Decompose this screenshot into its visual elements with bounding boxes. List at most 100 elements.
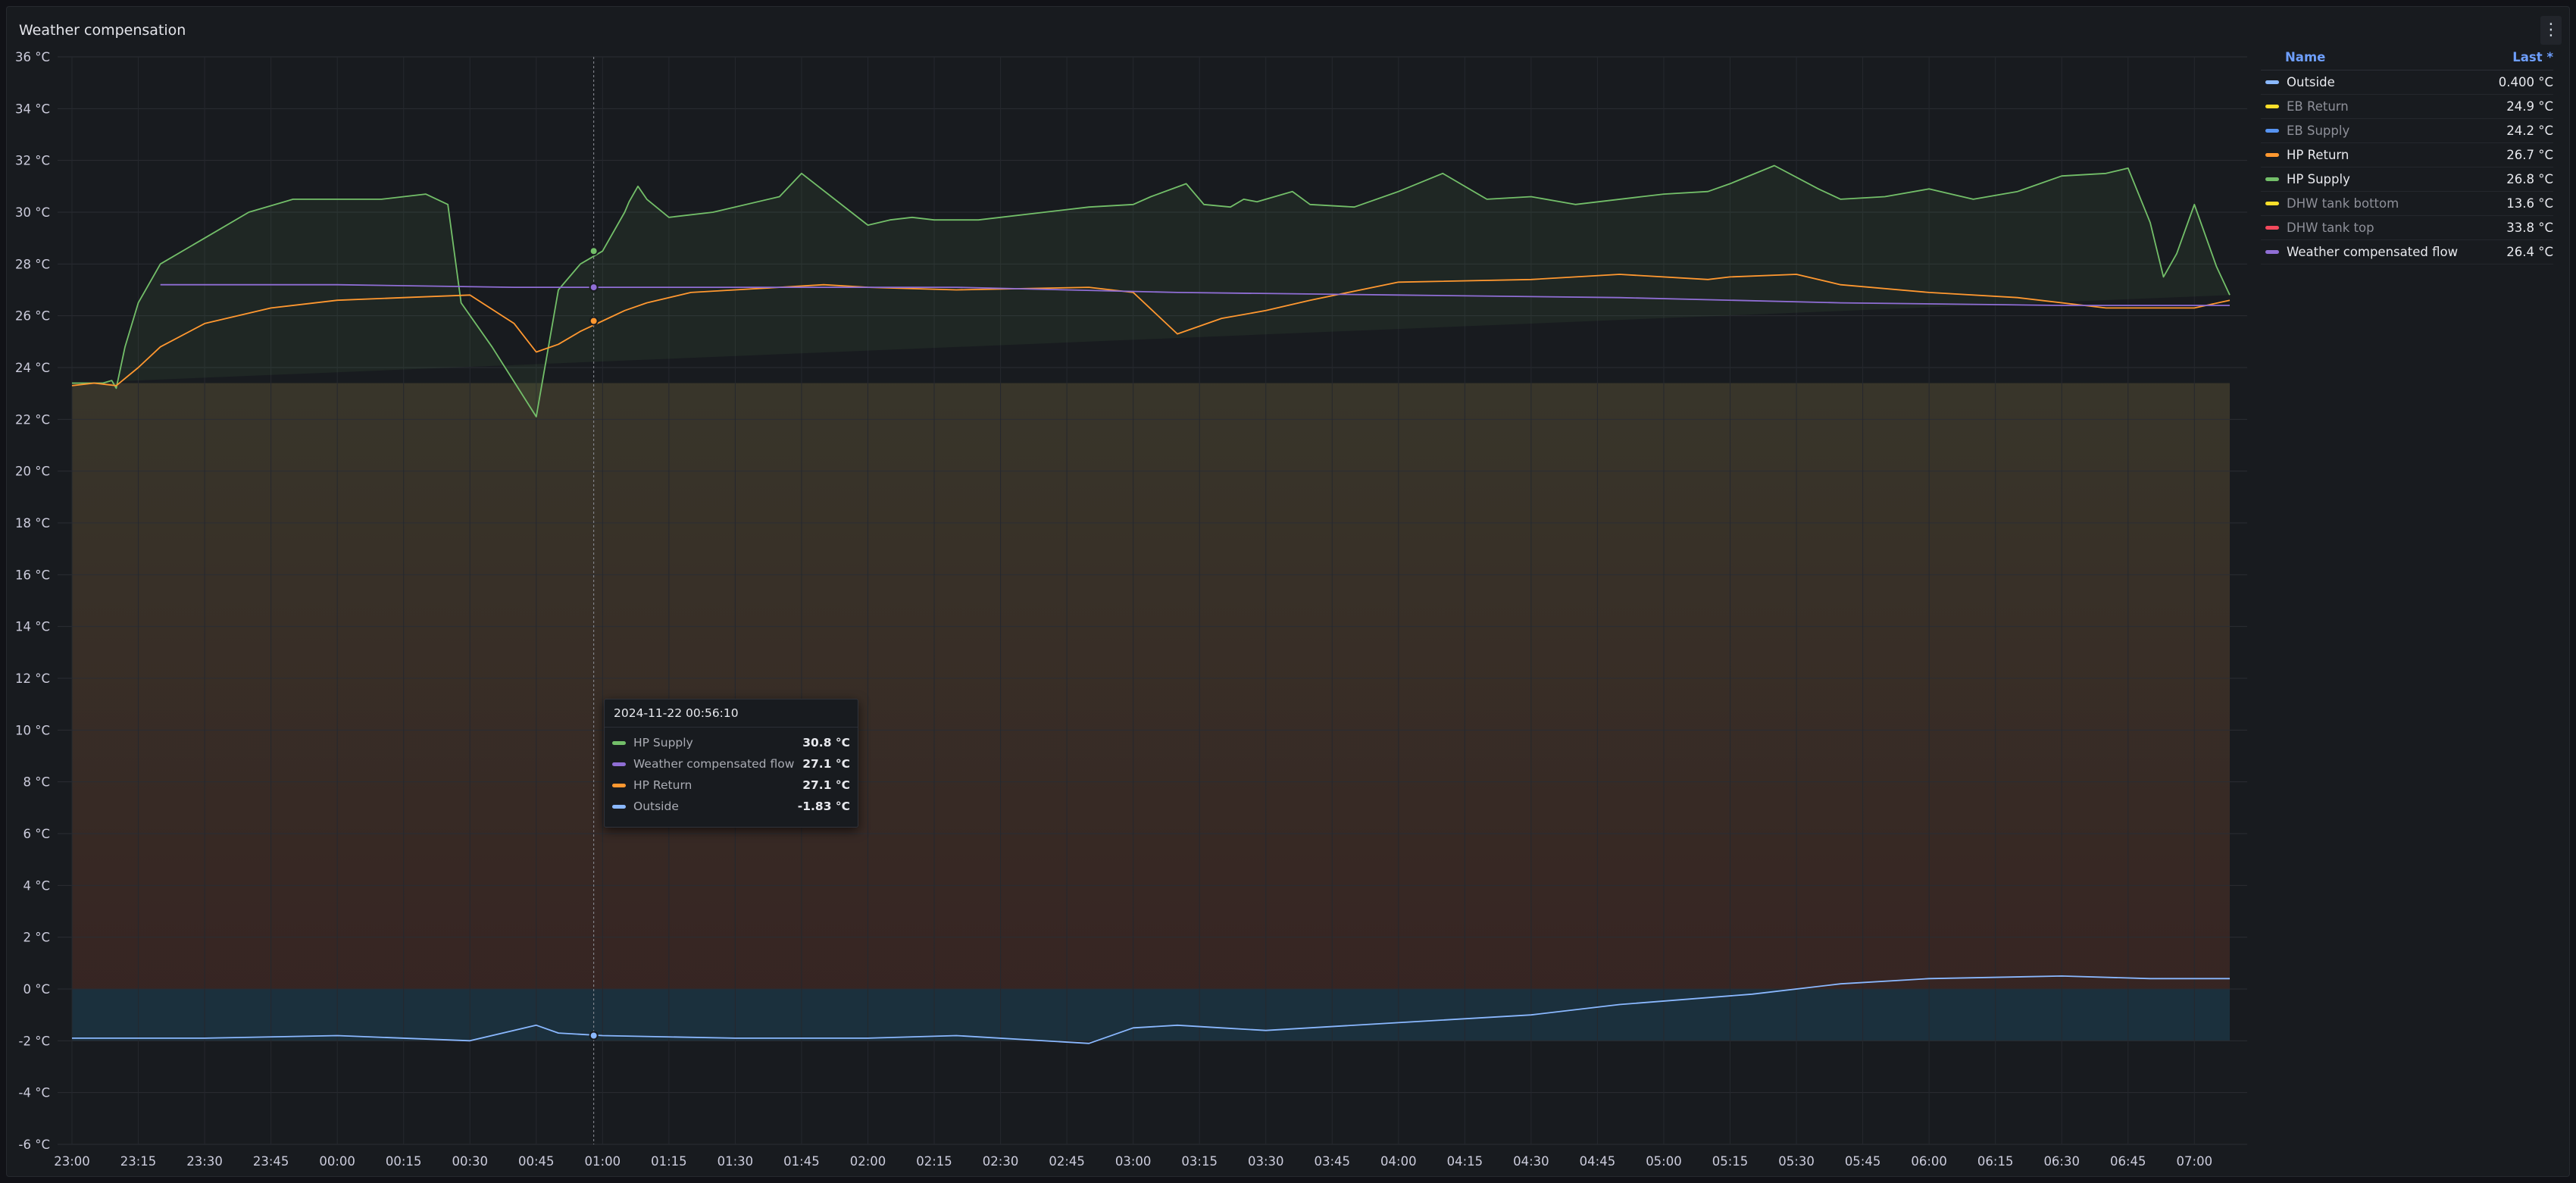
x-tick-label: 01:30 bbox=[717, 1154, 754, 1169]
x-tick-label: 02:00 bbox=[850, 1154, 886, 1169]
y-tick-label: 8 °C bbox=[23, 775, 50, 790]
legend-header-name[interactable]: Name bbox=[2285, 50, 2326, 64]
series-line-hp-supply bbox=[72, 164, 2231, 418]
x-tick-label: 06:30 bbox=[2043, 1154, 2080, 1169]
tooltip-swatch bbox=[612, 762, 626, 766]
hover-tooltip: 2024-11-22 00:56:10 HP Supply 30.8 °C Weat… bbox=[604, 699, 858, 828]
y-tick-label: -2 °C bbox=[19, 1034, 50, 1048]
x-tick-label: 05:45 bbox=[1845, 1154, 1881, 1169]
legend-item-value: 33.8 °C bbox=[2506, 221, 2553, 235]
x-tick-label: 07:00 bbox=[2177, 1154, 2213, 1169]
legend-item-name: EB Return bbox=[2287, 99, 2349, 114]
legend-swatch bbox=[2265, 80, 2279, 84]
series-line-hp-return bbox=[71, 274, 2231, 387]
x-tick-label: 04:15 bbox=[1447, 1154, 1483, 1169]
series-line-weather-compensated-flow bbox=[160, 283, 2230, 306]
x-tick-label: 06:00 bbox=[1911, 1154, 1947, 1169]
x-tick-label: 23:15 bbox=[120, 1154, 157, 1169]
legend-swatch bbox=[2265, 129, 2279, 133]
series-line-outside bbox=[72, 975, 2230, 1044]
x-tick-label: 05:00 bbox=[1646, 1154, 1682, 1169]
legend-item[interactable]: DHW tank top 33.8 °C bbox=[2261, 216, 2553, 240]
x-tick-label: 06:45 bbox=[2110, 1154, 2146, 1169]
legend-swatch bbox=[2265, 202, 2279, 205]
legend-swatch bbox=[2265, 226, 2279, 230]
legend-item-value: 13.6 °C bbox=[2506, 196, 2553, 211]
y-tick-label: 36 °C bbox=[15, 50, 50, 64]
legend-table: Name Last * Outside 0.400 °C EB Return 24.9… bbox=[2261, 50, 2553, 264]
tooltip-row: Outside -1.83 °C bbox=[605, 796, 858, 817]
tooltip-series-value: 27.1 °C bbox=[802, 757, 850, 771]
y-tick-label: 0 °C bbox=[23, 982, 50, 997]
y-tick-label: 22 °C bbox=[15, 412, 50, 427]
x-tick-label: 01:00 bbox=[585, 1154, 621, 1169]
tooltip-row: Weather compensated flow 27.1 °C bbox=[605, 753, 858, 775]
legend-swatch bbox=[2265, 250, 2279, 254]
legend-item[interactable]: Weather compensated flow 26.4 °C bbox=[2261, 240, 2553, 264]
x-tick-label: 03:00 bbox=[1115, 1154, 1152, 1169]
tooltip-series-value: 30.8 °C bbox=[802, 736, 850, 750]
legend-item-name: Outside bbox=[2287, 75, 2335, 89]
tooltip-rows: HP Supply 30.8 °C Weather compensated flow… bbox=[605, 732, 858, 817]
y-tick-label: 4 °C bbox=[23, 878, 50, 893]
legend-header: Name Last * bbox=[2261, 50, 2553, 70]
legend-item[interactable]: EB Return 24.9 °C bbox=[2261, 95, 2553, 119]
y-tick-label: -6 °C bbox=[19, 1138, 50, 1152]
x-tick-label: 05:15 bbox=[1712, 1154, 1749, 1169]
kebab-menu-icon[interactable]: ⋮ bbox=[2540, 16, 2562, 45]
hover-point bbox=[589, 1031, 599, 1041]
legend-item-value: 26.8 °C bbox=[2506, 172, 2553, 186]
legend-item[interactable]: HP Return 26.7 °C bbox=[2261, 143, 2553, 167]
legend-item[interactable]: EB Supply 24.2 °C bbox=[2261, 119, 2553, 143]
y-tick-label: 2 °C bbox=[23, 931, 50, 945]
legend-item[interactable]: DHW tank bottom 13.6 °C bbox=[2261, 192, 2553, 216]
tooltip-row: HP Supply 30.8 °C bbox=[605, 732, 858, 753]
legend-item-name: DHW tank top bbox=[2287, 221, 2374, 235]
legend-item[interactable]: Outside 0.400 °C bbox=[2261, 70, 2553, 95]
x-tick-label: 04:30 bbox=[1513, 1154, 1549, 1169]
legend-swatch bbox=[2265, 105, 2279, 108]
tooltip-swatch bbox=[612, 740, 626, 745]
x-tick-label: 23:00 bbox=[54, 1154, 90, 1169]
legend-swatch bbox=[2265, 177, 2279, 181]
x-tick-label: 23:45 bbox=[253, 1154, 289, 1169]
x-tick-label: 04:00 bbox=[1380, 1154, 1417, 1169]
panel-title: Weather compensation bbox=[19, 22, 186, 39]
x-tick-label: 03:45 bbox=[1314, 1154, 1350, 1169]
legend-rows: Outside 0.400 °C EB Return 24.9 °C EB Supply… bbox=[2261, 70, 2553, 264]
hover-point bbox=[589, 246, 599, 256]
y-tick-label: 20 °C bbox=[15, 465, 50, 479]
tooltip-series-name: Weather compensated flow bbox=[633, 757, 795, 771]
y-tick-label: 6 °C bbox=[23, 827, 50, 841]
time-series-chart[interactable]: 36 °C 34 °C 32 °C 30 °C 28 °C 26 °C 24 °C 22 °C… bbox=[0, 0, 2258, 1183]
x-tick-label: 00:15 bbox=[386, 1154, 422, 1169]
tooltip-series-name: HP Return bbox=[633, 778, 692, 792]
x-tick-label: 23:30 bbox=[186, 1154, 223, 1169]
x-tick-label: 03:30 bbox=[1248, 1154, 1284, 1169]
y-tick-label: 32 °C bbox=[15, 154, 50, 168]
x-tick-label: 02:45 bbox=[1049, 1154, 1085, 1169]
legend-item-value: 26.7 °C bbox=[2506, 148, 2553, 162]
legend-header-last[interactable]: Last * bbox=[2512, 50, 2553, 64]
y-tick-label: 18 °C bbox=[15, 516, 50, 530]
x-tick-label: 06:15 bbox=[1977, 1154, 2014, 1169]
legend-item-name: Weather compensated flow bbox=[2287, 245, 2459, 259]
x-tick-label: 00:45 bbox=[518, 1154, 555, 1169]
y-tick-label: 10 °C bbox=[15, 723, 50, 737]
y-tick-label: 34 °C bbox=[15, 102, 50, 116]
tooltip-timestamp: 2024-11-22 00:56:10 bbox=[605, 699, 858, 728]
area-fill-outside bbox=[72, 989, 2230, 1041]
hover-point bbox=[589, 283, 599, 293]
legend-item-value: 26.4 °C bbox=[2506, 245, 2553, 259]
tooltip-series-name: Outside bbox=[633, 800, 679, 813]
y-tick-label: 26 °C bbox=[15, 309, 50, 324]
tooltip-series-name: HP Supply bbox=[633, 736, 693, 750]
tooltip-series-value: -1.83 °C bbox=[797, 800, 850, 813]
x-tick-label: 00:30 bbox=[452, 1154, 488, 1169]
legend-item-name: DHW tank bottom bbox=[2287, 196, 2399, 211]
x-tick-label: 01:45 bbox=[783, 1154, 820, 1169]
y-tick-label: -4 °C bbox=[19, 1086, 50, 1100]
x-tick-label: 01:15 bbox=[651, 1154, 687, 1169]
legend-item[interactable]: HP Supply 26.8 °C bbox=[2261, 167, 2553, 192]
legend-item-value: 0.400 °C bbox=[2498, 75, 2553, 89]
